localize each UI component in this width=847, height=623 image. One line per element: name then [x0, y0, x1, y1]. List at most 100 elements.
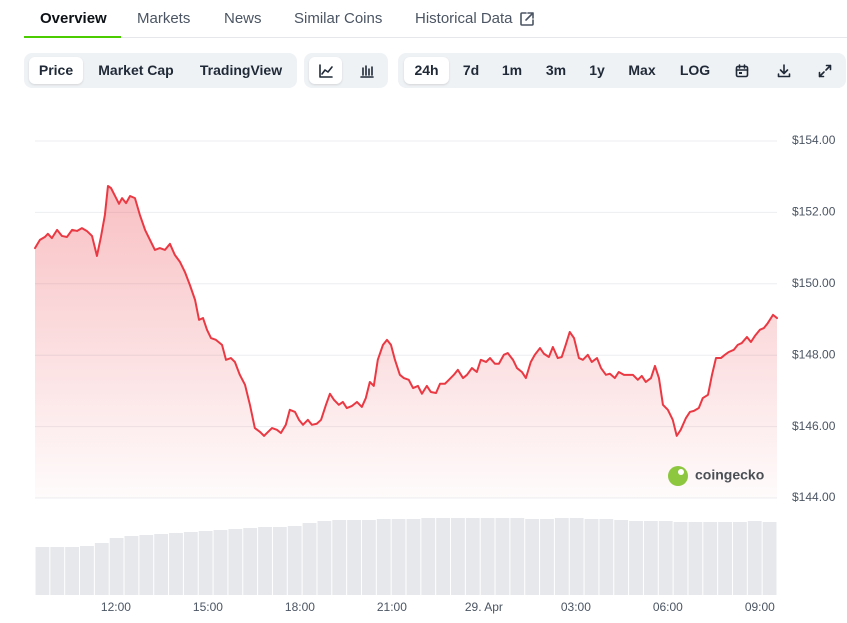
y-tick-label: $154.00: [792, 133, 836, 147]
volume-bar: [169, 533, 183, 595]
range-button[interactable]: 1y: [589, 62, 605, 78]
range-button[interactable]: 3m: [545, 62, 567, 78]
watermark-logo-eye: [678, 469, 684, 475]
volume-bar: [747, 521, 762, 595]
volume-bar: [732, 522, 747, 595]
volume-bar: [139, 535, 154, 595]
download-icon: [777, 63, 790, 77]
volume-bar: [391, 519, 406, 595]
volume-bar: [124, 536, 139, 595]
volume-bar: [465, 518, 480, 595]
volume-bar: [480, 518, 495, 595]
volume-bar: [272, 527, 287, 595]
line-chart-button[interactable]: [309, 57, 342, 84]
volume-bar: [510, 518, 525, 595]
view-button[interactable]: Price: [29, 57, 83, 84]
x-tick-label: 21:00: [377, 600, 407, 614]
tab[interactable]: Historical Data: [415, 10, 513, 27]
volume-bar: [584, 519, 599, 595]
volume-bar: [50, 547, 65, 595]
volume-bar: [183, 532, 198, 595]
candle-chart-icon: [359, 64, 374, 78]
volume-bar: [495, 518, 510, 595]
tab[interactable]: Similar Coins: [294, 10, 383, 27]
volume-bar: [35, 547, 50, 595]
watermark: coingecko: [668, 466, 764, 486]
volume-bar: [65, 547, 80, 595]
volume-bar: [540, 519, 554, 595]
volume-bar: [213, 530, 228, 595]
volume-bar: [302, 523, 317, 595]
y-tick-label: $144.00: [792, 490, 836, 504]
tab[interactable]: Markets: [137, 10, 191, 27]
x-tick-label: 15:00: [193, 600, 223, 614]
volume-bar: [287, 526, 302, 595]
y-tick-label: $148.00: [792, 347, 836, 361]
volume-bar: [703, 522, 718, 595]
volume-bar: [317, 521, 332, 595]
volume-bar: [658, 521, 673, 595]
y-tick-label: $150.00: [792, 276, 836, 290]
volume-bar: [421, 518, 436, 595]
axis-labels: $144.00 $146.00 $148.00 $150.00 $152.00 $154.…: [101, 133, 836, 614]
volume-bars: [35, 518, 777, 595]
volume-bar: [451, 518, 465, 595]
line-chart-icon: [318, 63, 333, 78]
volume-bar: [109, 538, 124, 595]
volume-bar: [406, 519, 421, 595]
price-line: [34, 184, 778, 437]
plot: [34, 184, 778, 499]
watermark-text: coingecko: [695, 467, 764, 483]
volume-bar: [688, 522, 703, 595]
view-button[interactable]: Market Cap: [98, 62, 174, 78]
tab-underline: [24, 36, 121, 38]
range-group: [398, 53, 846, 88]
price-chart: coingecko $144.00$146.00$148.00$150.00$1…: [34, 133, 836, 614]
y-tick-label: $152.00: [792, 205, 836, 219]
range-button[interactable]: 1m: [501, 62, 523, 78]
volume-bar: [361, 520, 376, 595]
x-tick-label: 12:00: [101, 600, 131, 614]
volume-bar: [762, 522, 777, 595]
volume-bar: [436, 518, 451, 595]
volume-bar: [614, 520, 629, 595]
download-button[interactable]: [767, 57, 800, 84]
x-tick-label: 29. Apr: [465, 600, 503, 614]
y-tick-label: $146.00: [792, 419, 836, 433]
price-area: [35, 185, 777, 499]
x-tick-label: 18:00: [285, 600, 315, 614]
volume-bar: [525, 519, 540, 595]
calendar-button[interactable]: [725, 57, 758, 84]
volume-bar: [643, 521, 658, 595]
volume-bar: [347, 520, 361, 595]
fullscreen-button[interactable]: [808, 57, 841, 84]
tab[interactable]: News: [224, 10, 262, 27]
volume-bar: [154, 534, 169, 595]
x-tick-label: 03:00: [561, 600, 591, 614]
volume-bar: [673, 522, 688, 595]
range-button[interactable]: 7d: [462, 62, 480, 78]
external-link-icon: [520, 12, 534, 26]
range-button[interactable]: Max: [628, 62, 656, 78]
volume-bar: [228, 529, 243, 595]
tab-divider: [24, 37, 847, 38]
volume-bar: [554, 518, 569, 595]
log-button[interactable]: LOG: [679, 62, 711, 78]
candle-chart-button[interactable]: [350, 57, 383, 84]
range-button[interactable]: 24h: [404, 57, 449, 84]
x-tick-label: 09:00: [745, 600, 775, 614]
volume-bar: [718, 522, 732, 595]
volume-bar: [94, 543, 109, 595]
volume-bar: [629, 521, 643, 595]
volume-bar: [599, 519, 614, 595]
view-button[interactable]: TradingView: [199, 62, 283, 78]
volume-bar: [243, 528, 258, 595]
x-tick-label: 06:00: [653, 600, 683, 614]
volume-bar: [376, 519, 391, 595]
tab[interactable]: Overview: [40, 10, 107, 27]
volume-bar: [258, 527, 272, 595]
expand-icon: [818, 64, 831, 77]
watermark-logo: [668, 466, 688, 486]
